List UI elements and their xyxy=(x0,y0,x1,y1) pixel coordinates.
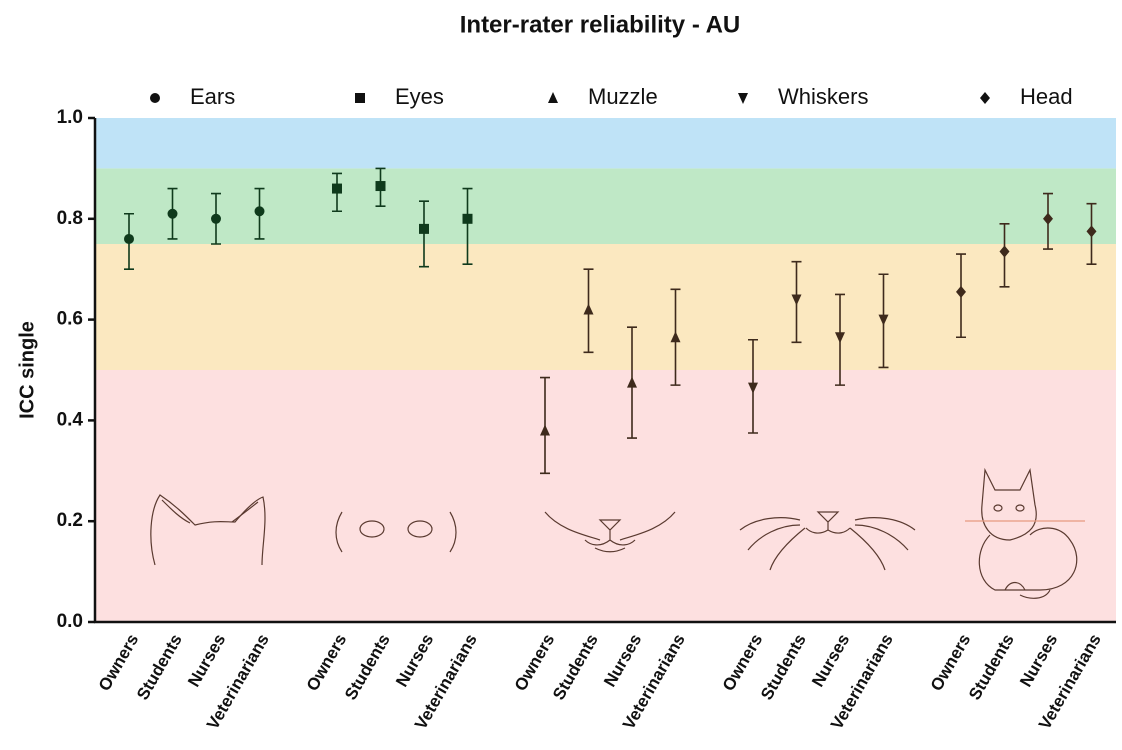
x-tick-label: Nurses xyxy=(808,631,853,690)
x-tick-label: Nurses xyxy=(392,631,437,690)
x-tick-label: Nurses xyxy=(184,631,229,690)
data-point xyxy=(376,181,386,191)
x-tick-label: Owners xyxy=(303,631,351,695)
data-point xyxy=(419,224,429,234)
data-point xyxy=(211,214,221,224)
y-tick-label: 1.0 xyxy=(57,107,83,128)
chart: Inter-rater reliability - AU ICC single … xyxy=(0,0,1122,750)
y-tick-label: 0.4 xyxy=(57,409,84,430)
legend-label: Ears xyxy=(190,84,235,109)
legend-marker xyxy=(738,93,748,104)
data-point xyxy=(255,206,265,216)
legend-marker xyxy=(355,93,365,103)
legend-marker xyxy=(548,92,558,103)
y-tick-label: 0.0 xyxy=(57,611,83,632)
data-point xyxy=(168,209,178,219)
x-tick-label: Nurses xyxy=(1016,631,1061,690)
legend-label: Muzzle xyxy=(588,84,658,109)
x-tick-label: Nurses xyxy=(600,631,645,690)
legend-marker xyxy=(980,92,990,104)
background-band xyxy=(95,118,1116,168)
legend-label: Head xyxy=(1020,84,1073,109)
background-band xyxy=(95,168,1116,244)
data-point xyxy=(332,184,342,194)
legend-label: Whiskers xyxy=(778,84,868,109)
background-band xyxy=(95,370,1116,622)
x-tick-label: Owners xyxy=(927,631,975,695)
x-tick-label: Owners xyxy=(719,631,767,695)
y-axis-label: ICC single xyxy=(16,321,38,419)
y-tick-label: 0.8 xyxy=(57,208,83,229)
x-tick-label: Owners xyxy=(511,631,559,695)
legend-marker xyxy=(150,93,160,103)
chart-title: Inter-rater reliability - AU xyxy=(460,11,741,38)
data-point xyxy=(463,214,473,224)
legend-label: Eyes xyxy=(395,84,444,109)
x-tick-label: Owners xyxy=(95,631,143,695)
data-point xyxy=(124,234,134,244)
background-band xyxy=(95,244,1116,370)
y-tick-label: 0.2 xyxy=(57,510,83,531)
bands xyxy=(95,118,1116,622)
y-tick-label: 0.6 xyxy=(57,309,83,330)
